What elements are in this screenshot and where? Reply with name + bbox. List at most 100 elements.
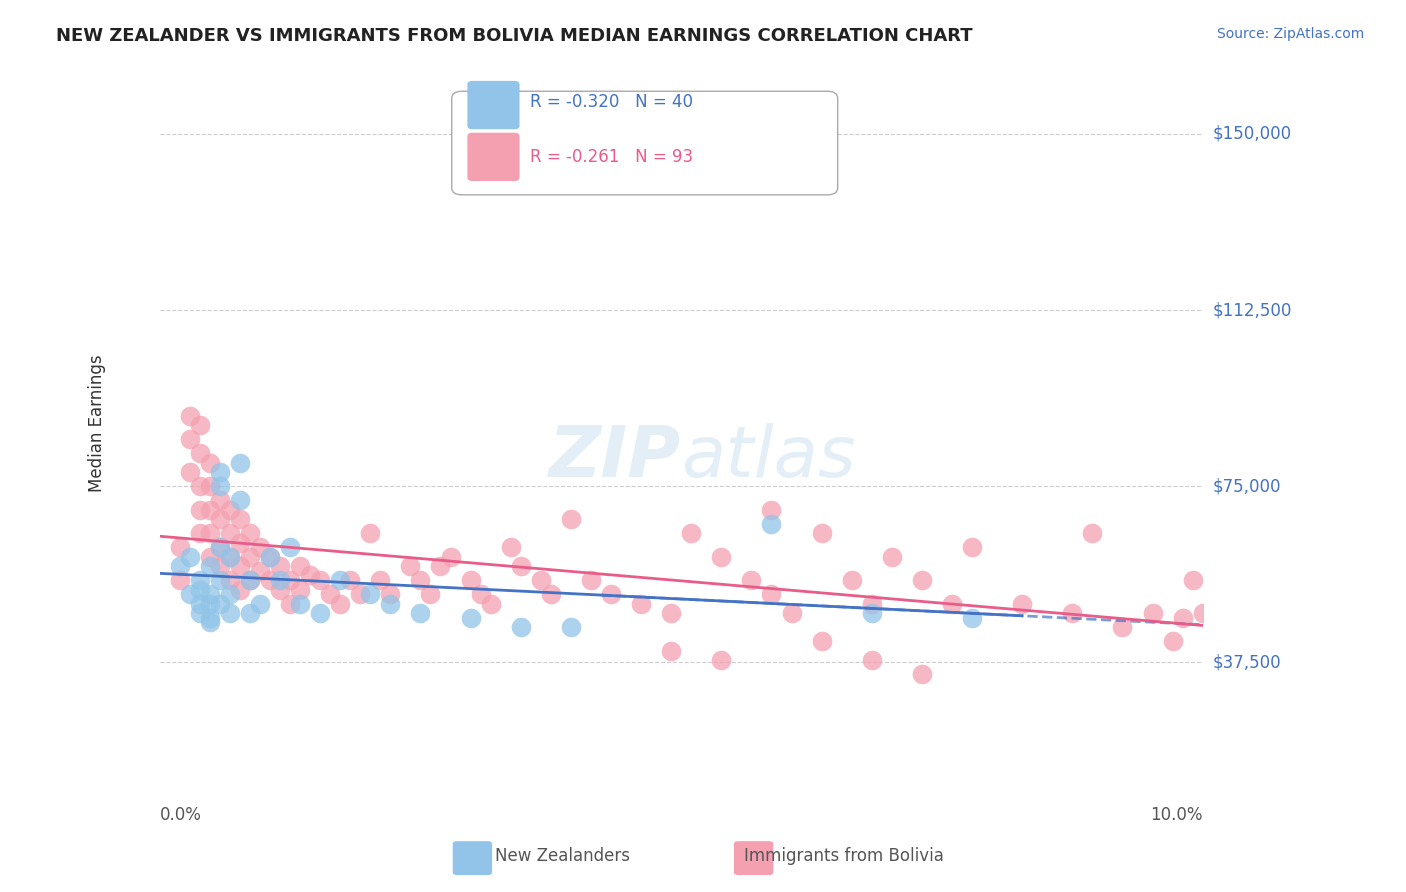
Point [419, 587, 441, 601]
Point [359, 526, 381, 541]
Text: 10.0%: 10.0% [1150, 805, 1202, 823]
Point [169, 573, 191, 587]
Point [179, 432, 201, 446]
Point [198, 611, 221, 625]
Point [681, 526, 703, 541]
Point [188, 479, 211, 493]
FancyBboxPatch shape [453, 841, 492, 875]
Point [169, 541, 191, 555]
Point [329, 597, 352, 611]
Point [188, 526, 211, 541]
Point [761, 502, 783, 516]
Point [179, 549, 201, 564]
Point [560, 620, 582, 634]
Point [509, 559, 531, 574]
Point [329, 573, 352, 587]
Text: R = -0.261   N = 93: R = -0.261 N = 93 [530, 148, 693, 166]
Point [198, 526, 221, 541]
Point [960, 541, 983, 555]
Point [239, 573, 262, 587]
Point [1181, 573, 1204, 587]
Point [309, 606, 332, 620]
Point [399, 559, 422, 574]
Text: 0.0%: 0.0% [160, 805, 201, 823]
Point [169, 559, 191, 574]
Point [941, 597, 963, 611]
Point [249, 564, 271, 578]
Point [710, 549, 733, 564]
Point [219, 573, 242, 587]
Point [349, 587, 371, 601]
Point [259, 573, 281, 587]
Point [188, 597, 211, 611]
Point [229, 456, 252, 470]
Point [229, 582, 252, 597]
Point [409, 573, 432, 587]
Point [1111, 620, 1133, 634]
Point [239, 526, 262, 541]
Text: New Zealanders: New Zealanders [495, 847, 630, 865]
Point [470, 587, 492, 601]
Point [1191, 606, 1213, 620]
Point [439, 549, 461, 564]
Point [740, 573, 762, 587]
Point [479, 597, 502, 611]
Point [229, 512, 252, 526]
Text: ZIP: ZIP [548, 423, 681, 491]
Point [179, 409, 201, 423]
Point [860, 606, 883, 620]
Text: $37,500: $37,500 [1213, 653, 1281, 672]
Point [198, 479, 221, 493]
Point [198, 549, 221, 564]
Point [249, 597, 271, 611]
Point [761, 587, 783, 601]
Point [780, 606, 803, 620]
Point [380, 597, 402, 611]
Point [179, 465, 201, 479]
Point [208, 573, 231, 587]
Point [319, 587, 342, 601]
Text: R = -0.320   N = 40: R = -0.320 N = 40 [530, 93, 693, 111]
FancyBboxPatch shape [734, 841, 773, 875]
Text: $112,500: $112,500 [1213, 301, 1292, 319]
Point [229, 493, 252, 508]
Point [370, 573, 392, 587]
Text: Median Earnings: Median Earnings [89, 354, 105, 491]
Point [288, 559, 311, 574]
Point [288, 597, 311, 611]
Point [509, 620, 531, 634]
Point [761, 516, 783, 531]
Point [810, 526, 832, 541]
Point [259, 549, 281, 564]
Point [460, 573, 482, 587]
Point [1081, 526, 1104, 541]
Point [560, 512, 582, 526]
Point [208, 479, 231, 493]
Point [579, 573, 602, 587]
Point [239, 606, 262, 620]
Point [198, 587, 221, 601]
Point [188, 502, 211, 516]
Point [229, 535, 252, 549]
Point [278, 541, 301, 555]
Point [208, 541, 231, 555]
Point [208, 559, 231, 574]
Point [710, 653, 733, 667]
Point [1171, 611, 1194, 625]
Point [860, 597, 883, 611]
Point [659, 643, 682, 657]
Point [380, 587, 402, 601]
Point [359, 587, 381, 601]
Point [188, 582, 211, 597]
Point [960, 611, 983, 625]
Point [810, 634, 832, 648]
Point [198, 597, 221, 611]
FancyBboxPatch shape [451, 91, 838, 194]
Point [219, 549, 242, 564]
Point [219, 587, 242, 601]
Point [278, 597, 301, 611]
Point [880, 549, 903, 564]
Point [208, 541, 231, 555]
Text: atlas: atlas [681, 423, 856, 491]
Point [530, 573, 553, 587]
